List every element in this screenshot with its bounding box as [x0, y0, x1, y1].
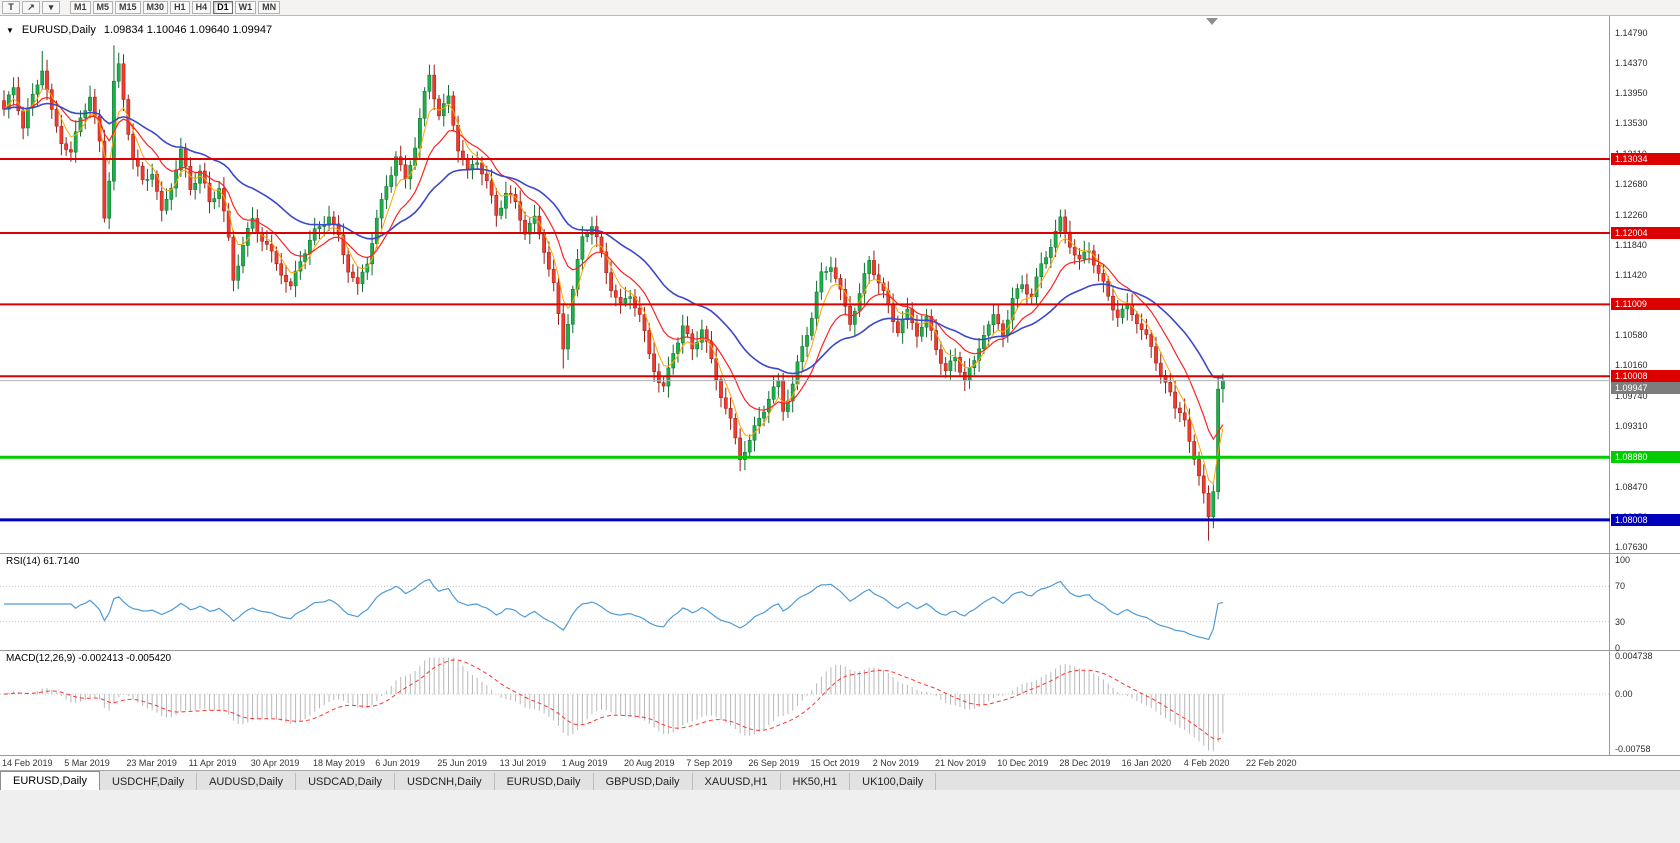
- date-axis-label: 23 Mar 2019: [126, 758, 177, 768]
- timeframe-toolbar: M1 M5 M15 M30 H1 H4 D1 W1 MN: [70, 1, 281, 14]
- date-axis-label: 28 Dec 2019: [1059, 758, 1111, 768]
- chart-tab-4-usdcnh-daily[interactable]: USDCNH,Daily: [395, 773, 495, 790]
- price-axis-tick: 1.14370: [1615, 58, 1648, 69]
- date-axis: 14 Feb 2019 5 Mar 2019 23 Mar 2019 11 Apr 2…: [0, 756, 1680, 770]
- chart-tab-5-eurusd-daily[interactable]: EURUSD,Daily: [494, 773, 594, 790]
- macd-axis-tick: -0.00758: [1615, 744, 1651, 754]
- price-axis-tick: 1.10580: [1615, 330, 1648, 341]
- tool-buttons: T ↗ ▾: [2, 1, 60, 14]
- chart-tab-2-audusd-daily[interactable]: AUDUSD,Daily: [197, 773, 297, 790]
- price-axis-tick: 1.12260: [1615, 209, 1648, 220]
- chart-tab-6-gbpusd-daily[interactable]: GBPUSD,Daily: [593, 773, 693, 790]
- date-axis-label: 7 Sep 2019: [686, 758, 733, 768]
- timeframe-button-m30[interactable]: M30: [142, 1, 169, 14]
- date-axis-label: 30 Apr 2019: [250, 758, 300, 768]
- price-axis-tick: 1.07630: [1615, 542, 1648, 552]
- date-axis-label: 16 Jan 2020: [1121, 758, 1172, 768]
- date-axis-label: 4 Feb 2020: [1183, 758, 1230, 768]
- timeframe-button-mn[interactable]: MN: [258, 1, 281, 14]
- timeframe-button-w1[interactable]: W1: [234, 1, 257, 14]
- crosshair-tool-button[interactable]: ↗: [22, 1, 40, 14]
- timeframe-button-m15[interactable]: M15: [115, 1, 141, 14]
- date-axis-label: 11 Apr 2019: [188, 758, 237, 768]
- timeframe-button-h1[interactable]: H1: [170, 1, 190, 14]
- symbol-dropdown-icon[interactable]: ▼: [6, 25, 14, 35]
- macd-plot: [0, 657, 1610, 752]
- price-axis-tick: 1.11420: [1615, 269, 1647, 280]
- chart-tab-8-hk50-h1[interactable]: HK50,H1: [780, 773, 851, 790]
- resistance-price-flag[interactable]: 1.12004: [1611, 227, 1680, 239]
- date-axis-label: 15 Oct 2019: [810, 758, 860, 768]
- price-axis-tick: 1.09310: [1615, 421, 1648, 432]
- chart-tab-7-xauusd-h1[interactable]: XAUUSD,H1: [692, 773, 781, 790]
- toolbar: T ↗ ▾ M1 M5 M15 M30 H1 H4 D1 W1 MN: [0, 0, 1680, 16]
- chart-tab-1-usdchf-daily[interactable]: USDCHF,Daily: [99, 773, 198, 790]
- date-axis-label: 10 Dec 2019: [997, 758, 1049, 768]
- price-axis-tick: 1.13950: [1615, 88, 1648, 99]
- date-axis-label: 1 Aug 2019: [561, 758, 608, 768]
- chart-tab-0-eurusd-daily[interactable]: EURUSD,Daily: [0, 771, 100, 790]
- chart-canvas[interactable]: [0, 16, 1680, 756]
- rsi-indicator-label: RSI(14) 61.7140: [6, 556, 80, 567]
- date-axis-label: 20 Aug 2019: [624, 758, 675, 768]
- resistance-price-flag[interactable]: 1.13034: [1611, 153, 1680, 166]
- resistance-price-flag[interactable]: 1.10008: [1611, 370, 1680, 383]
- chart-frame: [0, 16, 1680, 756]
- macd-axis-tick: 0.004738: [1615, 651, 1653, 661]
- chart-shift-marker[interactable]: [1206, 18, 1218, 25]
- price-axis-tick: 1.08470: [1615, 481, 1648, 492]
- price-axis-tick: 1.12680: [1615, 179, 1648, 190]
- rsi-axis-tick: 100: [1615, 555, 1631, 565]
- price-axis-tick: 1.14790: [1615, 28, 1648, 38]
- macd-axis-tick: 0.00: [1615, 689, 1633, 700]
- price-axis-tick: 1.13530: [1615, 118, 1648, 129]
- rsi-axis-tick: 30: [1615, 616, 1626, 627]
- templates-button[interactable]: T: [2, 1, 20, 14]
- support-price-flag[interactable]: 1.08008: [1611, 513, 1680, 526]
- window-bottom-strip: [0, 790, 1680, 843]
- timeframe-button-m1[interactable]: M1: [70, 1, 91, 14]
- support-price-flag[interactable]: 1.08880: [1611, 451, 1680, 464]
- macd-indicator-label: MACD(12,26,9) -0.002413 -0.005420: [6, 653, 172, 664]
- rsi-axis-tick: 0: [1615, 643, 1621, 653]
- date-axis-label: 21 Nov 2019: [935, 758, 987, 768]
- date-axis-label: 13 Jul 2019: [499, 758, 547, 768]
- rsi-plot: [0, 578, 1610, 641]
- date-axis-label: 25 Jun 2019: [437, 758, 487, 768]
- chart-tab-bar: EURUSD,Daily USDCHF,Daily AUDUSD,Daily USDC…: [0, 770, 1680, 790]
- date-axis-label: 2 Nov 2019: [872, 758, 919, 768]
- resistance-price-flag[interactable]: 1.11009: [1611, 298, 1680, 311]
- date-axis-label: 22 Feb 2020: [1246, 758, 1297, 768]
- chart-symbol-label: EURUSD,Daily: [21, 24, 96, 36]
- tools-dropdown-arrow[interactable]: ▾: [42, 1, 60, 14]
- chart-tab-9-uk100-daily[interactable]: UK100,Daily: [850, 773, 937, 790]
- chart-window[interactable]: ▼ EURUSD,Daily 1.09834 1.10046 1.09640 1…: [0, 16, 1680, 756]
- rsi-axis-tick: 70: [1615, 581, 1626, 592]
- date-axis-label: 18 May 2019: [313, 758, 366, 768]
- chart-ohlc-values: 1.09834 1.10046 1.09640 1.09947: [103, 24, 273, 36]
- date-axis-label: 14 Feb 2019: [2, 758, 53, 768]
- price-axis-tick: 1.09740: [1615, 390, 1648, 401]
- moving-average-13: [3, 96, 1224, 441]
- timeframe-button-h4[interactable]: H4: [191, 1, 212, 14]
- timeframe-button-d1[interactable]: D1: [213, 1, 233, 14]
- chart-title: ▼ EURUSD,Daily 1.09834 1.10046 1.09640 1…: [6, 24, 272, 36]
- price-axis-tick: 1.11840: [1615, 239, 1647, 250]
- date-axis-label: 5 Mar 2019: [64, 758, 110, 768]
- bid-price-flag[interactable]: 1.09947: [1611, 382, 1680, 395]
- timeframe-button-m5[interactable]: M5: [92, 1, 114, 14]
- chart-tab-3-usdcad-daily[interactable]: USDCAD,Daily: [296, 773, 396, 790]
- date-axis-label: 26 Sep 2019: [748, 758, 800, 768]
- price-axis-tick: 1.10160: [1615, 360, 1648, 371]
- moving-average-34: [3, 102, 1223, 379]
- horizontal-levels-layer[interactable]: [0, 158, 1610, 522]
- date-axis-label: 6 Jun 2019: [375, 758, 420, 768]
